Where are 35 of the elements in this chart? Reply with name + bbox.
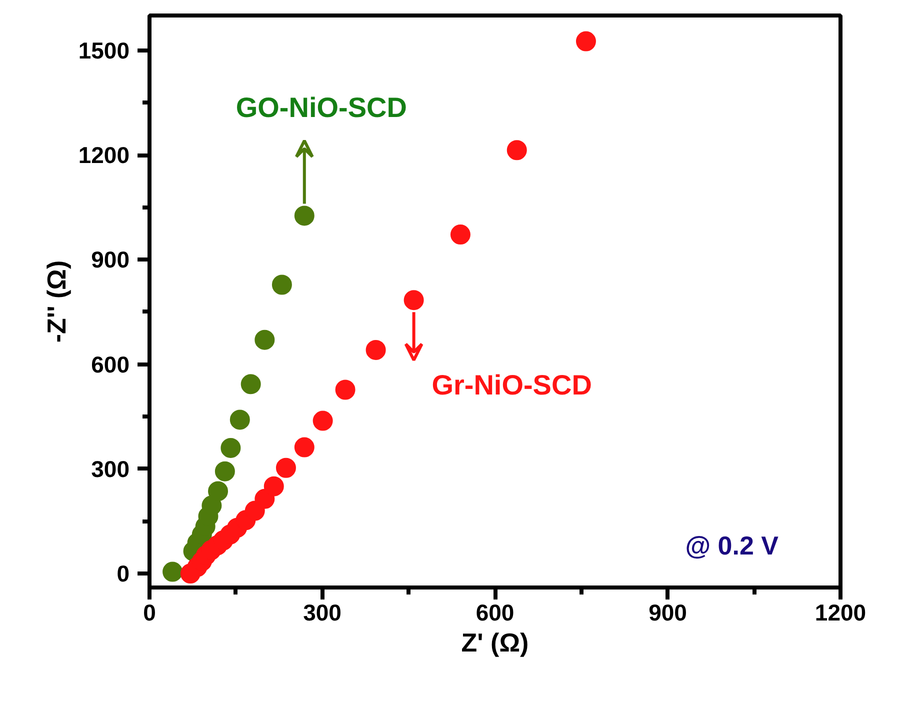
- point: [208, 481, 228, 502]
- y-tick-label: 1200: [78, 142, 130, 168]
- point: [230, 410, 250, 430]
- point: [366, 340, 386, 360]
- point: [312, 410, 333, 431]
- point: [506, 140, 527, 160]
- point: [450, 224, 470, 245]
- point: [264, 476, 284, 496]
- point: [272, 274, 292, 295]
- x-tick-label: 300: [303, 600, 342, 626]
- x-axis-title: Z' (Ω): [461, 628, 529, 658]
- annotation: @ 0.2 V: [685, 530, 780, 560]
- y-tick-label: 0: [116, 560, 130, 587]
- point: [240, 374, 261, 394]
- legend-label: Gr-NiO-SCD: [432, 370, 592, 401]
- point: [335, 380, 356, 400]
- point: [576, 31, 596, 52]
- point: [294, 206, 314, 226]
- y-tick-label: 1500: [78, 37, 130, 64]
- point: [294, 437, 314, 458]
- y-tick-label: 300: [91, 456, 130, 482]
- x-tick-label: 600: [476, 600, 514, 626]
- point: [220, 438, 241, 458]
- y-axis-title: -Z'' (Ω): [41, 260, 72, 343]
- x-tick-label: 1200: [814, 600, 866, 626]
- point: [162, 562, 183, 582]
- point: [404, 290, 424, 310]
- text: GO-NiO-SCD: [236, 92, 407, 124]
- point: [214, 461, 235, 482]
- x-tick-label: 900: [648, 600, 687, 626]
- point: [276, 458, 296, 478]
- y-tick-label: 600: [91, 351, 130, 378]
- x-tick-label: 0: [143, 600, 156, 626]
- point: [254, 330, 275, 350]
- y-tick-label: 900: [91, 246, 130, 273]
